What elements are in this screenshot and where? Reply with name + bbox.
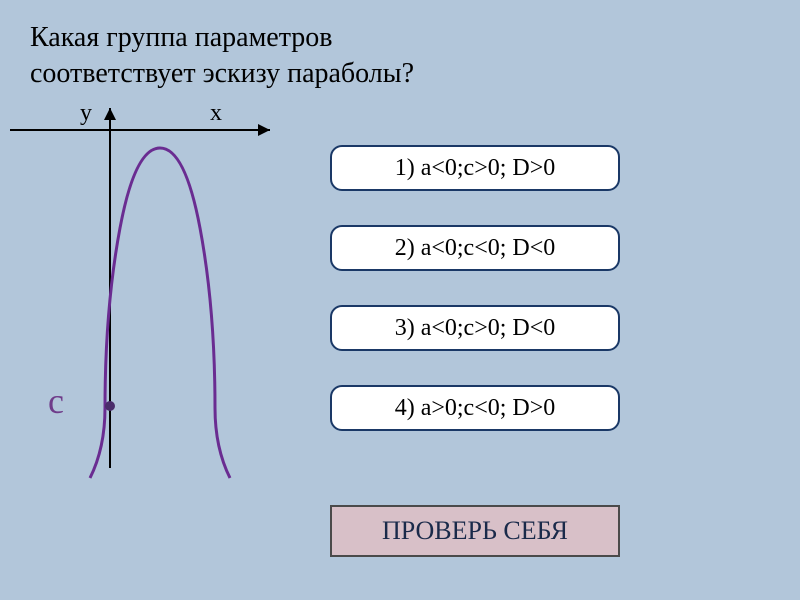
parabola-chart: [10, 108, 290, 488]
option-1-label: 1) a<0;c>0; D>0: [395, 155, 556, 182]
y-axis-arrow: [104, 108, 116, 120]
check-yourself-button[interactable]: ПРОВЕРЬ СЕБЯ: [330, 505, 620, 557]
x-axis-arrow: [258, 124, 270, 136]
option-4-label: 4) a>0;c<0; D>0: [395, 395, 556, 422]
option-2[interactable]: 2) a<0;c<0; D<0: [330, 225, 620, 271]
option-1[interactable]: 1) a<0;c>0; D>0: [330, 145, 620, 191]
question-line-2: соответствует эскизу параболы?: [30, 56, 414, 92]
option-3-label: 3) a<0;c>0; D<0: [395, 315, 556, 342]
option-4[interactable]: 4) a>0;c<0; D>0: [330, 385, 620, 431]
option-2-label: 2) a<0;c<0; D<0: [395, 235, 556, 262]
question-line-1: Какая группа параметров: [30, 20, 414, 56]
c-point-marker: [105, 401, 115, 411]
question-text: Какая группа параметров соответствует эс…: [30, 20, 414, 93]
check-button-label: ПРОВЕРЬ СЕБЯ: [382, 516, 568, 546]
option-3[interactable]: 3) a<0;c>0; D<0: [330, 305, 620, 351]
